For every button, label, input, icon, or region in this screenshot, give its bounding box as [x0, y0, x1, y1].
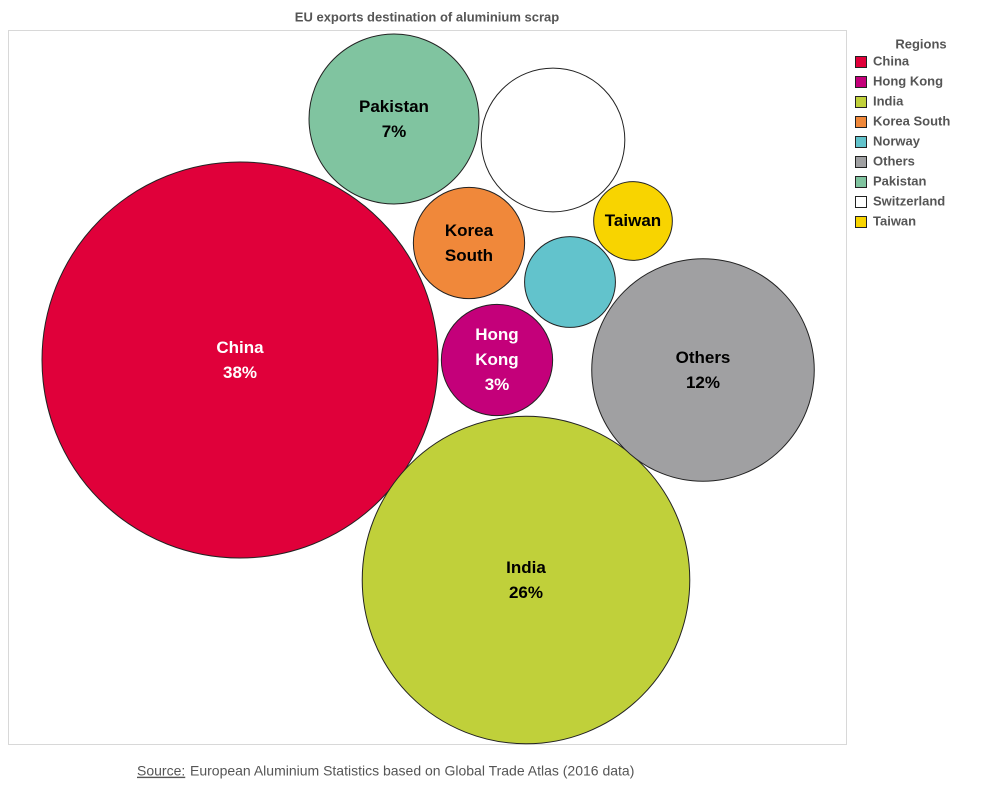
value-label: 38%	[222, 363, 258, 382]
value-label: 26%	[508, 582, 543, 602]
bubble-label-group: China 38%	[92, 162, 389, 558]
bubble-name: Pakistan	[359, 96, 429, 116]
value-label: 12%	[685, 372, 720, 392]
bubble-name: Taiwan	[604, 211, 662, 231]
bubble-name: Hong Kong	[475, 325, 519, 370]
bubble-label-group: India 26%	[403, 416, 649, 744]
bubble	[440, 303, 554, 417]
bubble-label-group: Korea South	[427, 187, 510, 298]
bubble-name: India	[506, 557, 546, 577]
bubble	[361, 415, 691, 745]
bubble-label-box: Others 12%	[620, 259, 787, 482]
legend-swatch	[855, 76, 867, 88]
bubble-label-group: Pakistan 7%	[330, 34, 457, 204]
bubble-label-box: Taiwan	[603, 182, 662, 261]
legend-label: Switzerland	[873, 193, 945, 208]
source-label: Source:	[137, 763, 185, 779]
bubble	[308, 33, 480, 205]
legend-swatch	[855, 216, 867, 228]
bubble-label-box: Pakistan 7%	[330, 34, 457, 204]
bubble	[480, 67, 626, 213]
legend-swatch	[855, 196, 867, 208]
chart-title: EU exports destination of aluminium scra…	[295, 9, 559, 24]
bubble	[412, 186, 526, 300]
legend-label: Hong Kong	[873, 73, 943, 88]
legend-swatch	[855, 176, 867, 188]
legend-label: Norway	[873, 133, 921, 148]
bubble-label-group: Hong Kong 3%	[455, 304, 538, 415]
value-label: 7%	[381, 121, 407, 141]
legend-swatch	[855, 96, 867, 108]
legend-label: Korea South	[873, 113, 950, 128]
legend-swatch	[855, 56, 867, 68]
plot-frame	[8, 30, 847, 745]
legend-label: Others	[873, 153, 915, 168]
bubble-name: Korea South	[444, 220, 494, 265]
legend-title: Regions	[895, 36, 946, 51]
bubble-label-group: Others 12%	[620, 259, 787, 482]
legend-label: India	[873, 93, 904, 108]
legend-label: Pakistan	[873, 173, 927, 188]
bubble	[591, 258, 815, 482]
bubble-label-box: China 38%	[92, 162, 389, 558]
bubble-label-group: Taiwan	[603, 182, 662, 261]
source-text: European Aluminium Statistics based on G…	[190, 763, 634, 779]
bubble-label-box: Korea South	[427, 187, 510, 298]
bubble-label-box: Hong Kong 3%	[455, 304, 538, 415]
value-label: 3%	[484, 375, 510, 395]
bubble	[41, 161, 439, 559]
legend-swatch	[855, 116, 867, 128]
bubble-label-box: India 26%	[403, 416, 649, 744]
bubble	[593, 181, 673, 261]
bubble	[524, 236, 616, 328]
legend-label: Taiwan	[873, 213, 916, 228]
bubble-name: Others	[675, 347, 731, 367]
legend-swatch	[855, 136, 867, 148]
legend-swatch	[855, 156, 867, 168]
bubble-name: China	[216, 338, 264, 357]
legend-label: China	[873, 53, 910, 68]
